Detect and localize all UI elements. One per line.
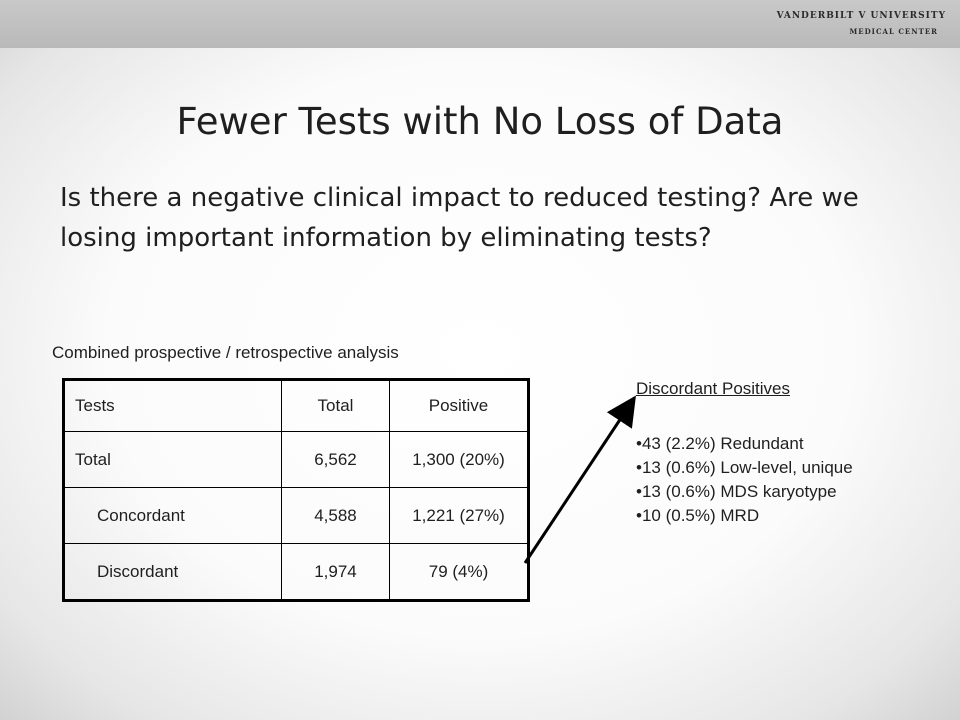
table-row-discordant: Discordant 1,974 79 (4%): [64, 543, 528, 600]
table-header-row: Tests Total Positive: [64, 380, 528, 432]
list-item: 10 (0.5%) MRD: [636, 504, 853, 528]
list-item: 13 (0.6%) Low-level, unique: [636, 456, 853, 480]
row-total-value: 1,974: [281, 543, 390, 600]
results-table: Tests Total Positive Total 6,562 1,300 (…: [62, 378, 530, 602]
table-row-total: Total 6,562 1,300 (20%): [64, 431, 528, 488]
row-label: Total: [64, 431, 282, 488]
header-total: Total: [281, 380, 390, 432]
header-positive: Positive: [389, 380, 528, 432]
table-row-concordant: Concordant 4,588 1,221 (27%): [64, 487, 528, 544]
slide-title: Fewer Tests with No Loss of Data: [176, 100, 784, 143]
list-item: 13 (0.6%) MDS karyotype: [636, 480, 853, 504]
row-label: Discordant: [64, 543, 282, 600]
header-bar: VANDERBILT V UNIVERSITY MEDICAL CENTER: [0, 0, 960, 48]
header-tests: Tests: [64, 380, 282, 432]
row-positive-value: 1,300 (20%): [389, 431, 528, 488]
table-caption: Combined prospective / retrospective ana…: [52, 343, 399, 362]
research-question: Is there a negative clinical impact to r…: [60, 183, 859, 253]
logo-line-2: MEDICAL CENTER: [849, 27, 938, 36]
logo-line-1: VANDERBILT V UNIVERSITY: [776, 11, 946, 21]
row-positive-value: 1,221 (27%): [389, 487, 528, 544]
row-positive-value: 79 (4%): [389, 543, 528, 600]
row-label: Concordant: [64, 487, 282, 544]
row-total-value: 6,562: [281, 431, 390, 488]
university-logo: VANDERBILT V UNIVERSITY MEDICAL CENTER: [746, 7, 946, 41]
discordant-list: 43 (2.2%) Redundant 13 (0.6%) Low-level,…: [636, 432, 853, 528]
discordant-heading: Discordant Positives: [636, 379, 791, 398]
row-total-value: 4,588: [281, 487, 390, 544]
list-item: 43 (2.2%) Redundant: [636, 432, 853, 456]
